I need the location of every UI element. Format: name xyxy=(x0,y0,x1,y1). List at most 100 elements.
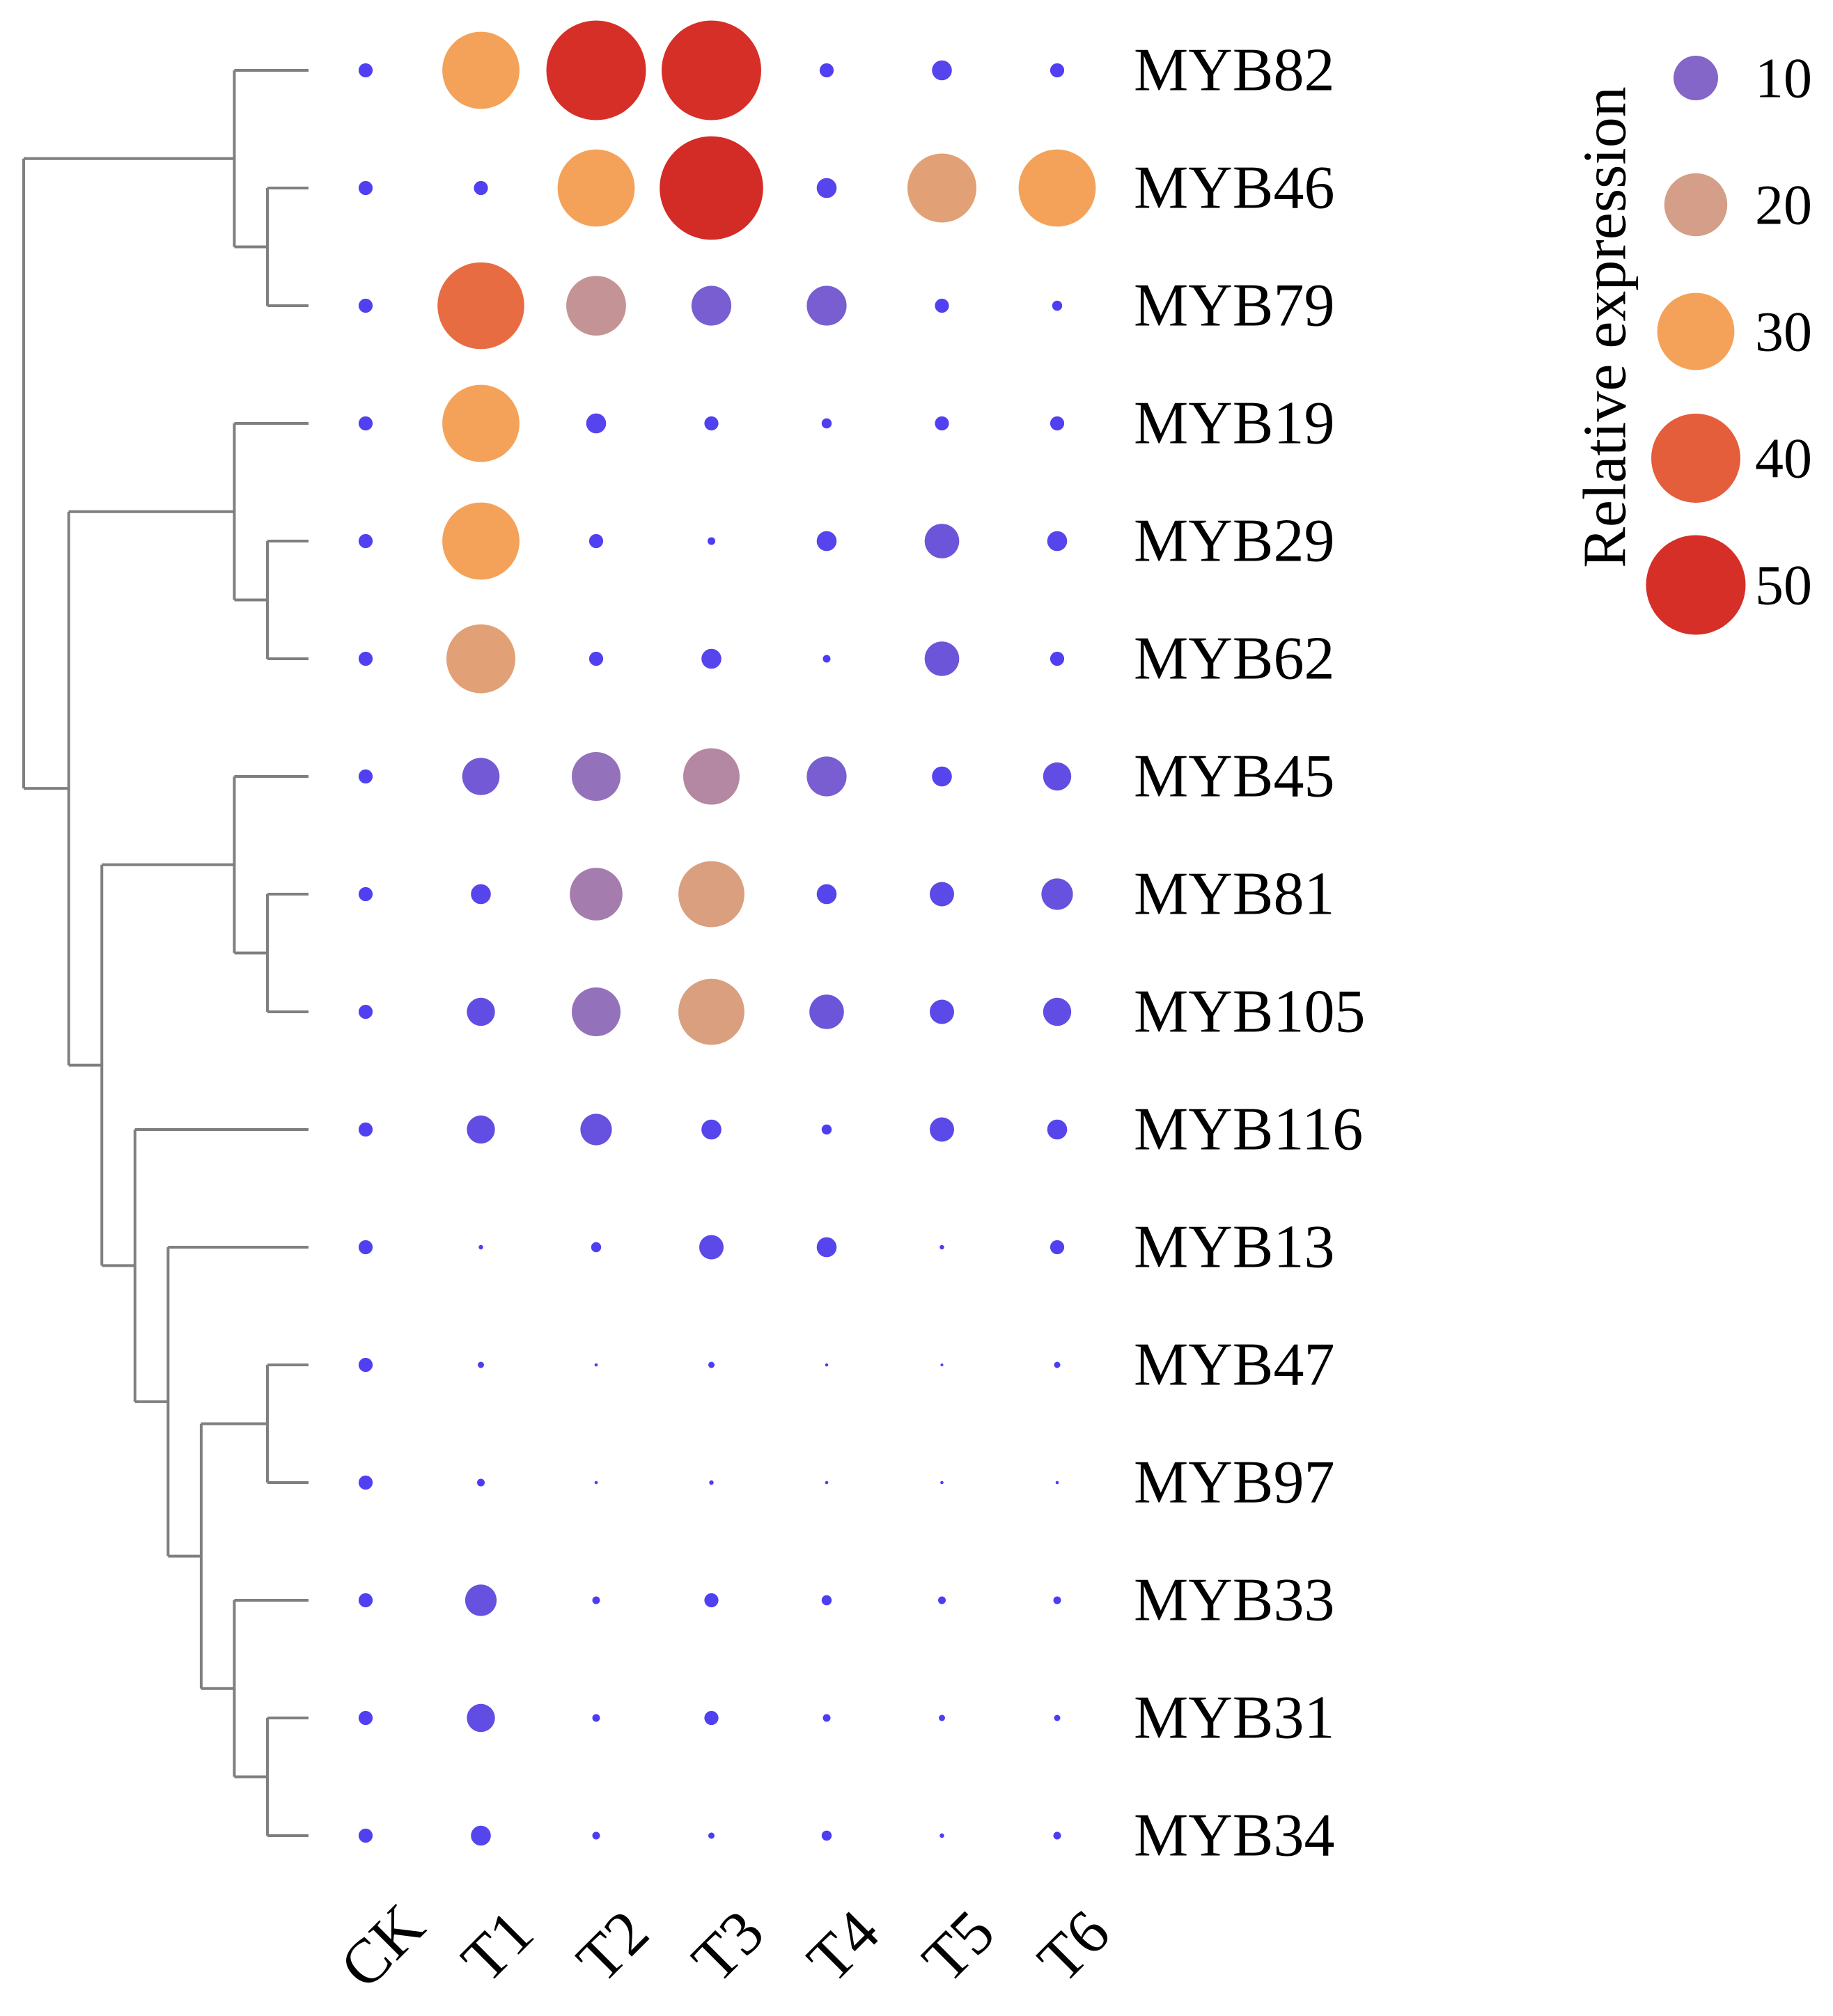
bubble-myb19-t6 xyxy=(1050,416,1065,431)
legend-label: 50 xyxy=(1755,554,1812,617)
bubble-myb62-t5 xyxy=(924,641,960,676)
bubble-myb105-t1 xyxy=(467,997,495,1026)
bubble-myb47-t1 xyxy=(478,1361,484,1368)
legend-title: Relative expression xyxy=(1572,86,1639,568)
bubble-myb97-t2 xyxy=(594,1480,598,1485)
bubble-myb62-t1 xyxy=(446,624,515,694)
bubble-myb45-t2 xyxy=(572,752,621,801)
legend-key xyxy=(1664,173,1728,237)
bubble-myb33-t5 xyxy=(938,1596,946,1604)
bubble-myb47-t6 xyxy=(1054,1361,1061,1368)
bubble-myb62-t2 xyxy=(588,651,604,666)
bubble-myb33-t2 xyxy=(592,1596,600,1604)
bubble-myb79-t6 xyxy=(1052,300,1063,311)
bubble-myb81-t2 xyxy=(570,868,623,921)
bubble-myb47-t5 xyxy=(940,1363,944,1366)
bubble-myb116-t2 xyxy=(580,1114,612,1146)
bubble-myb79-t3 xyxy=(691,286,732,326)
bubble-myb82-t1 xyxy=(442,31,520,109)
bubble-myb105-t6 xyxy=(1043,997,1072,1026)
bubble-myb31-ck xyxy=(358,1710,373,1726)
bubble-myb13-t6 xyxy=(1050,1240,1065,1255)
gene-label: MYB79 xyxy=(1134,272,1335,340)
bubble-myb13-t5 xyxy=(939,1244,944,1250)
gene-label: MYB34 xyxy=(1134,1802,1335,1870)
treatment-label: T5 xyxy=(910,1898,1008,1996)
bubble-myb29-t2 xyxy=(588,533,604,549)
legend-label: 30 xyxy=(1755,300,1812,364)
bubble-myb79-t5 xyxy=(935,298,949,313)
bubble-myb105-ck xyxy=(358,1004,373,1019)
bubble-myb47-ck xyxy=(358,1357,373,1373)
treatment-label: T3 xyxy=(679,1898,777,1996)
bubble-myb47-t4 xyxy=(825,1363,829,1367)
treatment-label: T1 xyxy=(448,1898,547,1996)
bubble-myb29-t3 xyxy=(708,537,715,545)
bubble-myb105-t5 xyxy=(930,999,954,1024)
bubble-myb31-t2 xyxy=(592,1714,600,1722)
bubble-myb46-t2 xyxy=(557,149,635,227)
legend: Relative expression 10 20 30 40 50 xyxy=(1572,47,1812,635)
bubble-myb46-t5 xyxy=(907,153,976,223)
bubble-myb46-t4 xyxy=(816,178,837,198)
treatment-label: T6 xyxy=(1025,1898,1123,1996)
gene-label: MYB19 xyxy=(1134,390,1335,458)
gene-label: MYB47 xyxy=(1134,1331,1335,1399)
bubble-myb33-ck xyxy=(358,1593,373,1608)
gene-label: MYB105 xyxy=(1134,978,1366,1046)
bubble-myb13-t1 xyxy=(478,1244,483,1250)
bubble-myb105-t3 xyxy=(678,978,744,1045)
bubble-myb33-t6 xyxy=(1053,1596,1061,1604)
gene-label: MYB81 xyxy=(1134,861,1335,928)
treatment-label: T2 xyxy=(564,1898,662,1996)
bubble-myb116-ck xyxy=(358,1122,373,1137)
bubble-myb105-t4 xyxy=(809,994,844,1029)
bubble-myb34-ck xyxy=(358,1828,373,1843)
treatment-label: CK xyxy=(327,1891,437,2001)
bubble-myb33-t1 xyxy=(465,1584,497,1616)
bubble-myb45-t4 xyxy=(806,756,847,797)
bubble-myb82-t4 xyxy=(819,63,834,78)
bubble-myb19-t2 xyxy=(586,413,607,434)
bubble-myb62-ck xyxy=(358,651,373,666)
bubble-myb31-t6 xyxy=(1054,1714,1061,1721)
bubble-myb47-t2 xyxy=(594,1363,598,1367)
legend-key xyxy=(1651,414,1740,503)
gene-label: MYB31 xyxy=(1134,1685,1335,1752)
gene-label: MYB45 xyxy=(1134,743,1335,811)
bubble-myb46-t3 xyxy=(660,136,763,240)
bubble-myb116-t6 xyxy=(1047,1119,1068,1140)
bubble-myb82-t2 xyxy=(546,20,646,120)
bubble-myb81-ck xyxy=(358,886,373,902)
legend-key xyxy=(1646,535,1746,635)
bubble-myb19-t5 xyxy=(935,416,949,431)
gene-label: MYB13 xyxy=(1134,1214,1335,1281)
bubble-myb105-t2 xyxy=(572,987,621,1036)
bubble-myb34-t1 xyxy=(471,1825,491,1846)
bubble-myb34-t5 xyxy=(939,1833,944,1838)
bubble-myb29-t4 xyxy=(816,531,837,552)
gene-label: MYB97 xyxy=(1134,1449,1335,1517)
bubble-myb116-t4 xyxy=(821,1124,832,1135)
bubble-myb47-t3 xyxy=(708,1361,715,1368)
bubble-myb19-ck xyxy=(358,416,373,431)
bubble-myb34-t4 xyxy=(821,1830,832,1841)
bubble-myb82-ck xyxy=(358,63,373,78)
bubble-myb31-t1 xyxy=(467,1703,495,1733)
bubble-myb45-t5 xyxy=(932,766,952,787)
bubble-myb45-ck xyxy=(358,769,373,784)
bubble-myb33-t4 xyxy=(821,1595,832,1606)
bubble-myb34-t3 xyxy=(708,1832,715,1839)
bubble-myb97-ck xyxy=(358,1475,373,1490)
bubble-myb13-t3 xyxy=(699,1235,724,1260)
bubble-myb19-t4 xyxy=(821,418,832,429)
bubble-myb31-t4 xyxy=(822,1714,831,1722)
gene-label: MYB82 xyxy=(1134,37,1335,104)
bubble-grid xyxy=(358,20,1096,1846)
bubble-myb82-t6 xyxy=(1050,63,1065,78)
bubble-myb13-ck xyxy=(358,1240,373,1255)
legend-label: 40 xyxy=(1755,427,1812,490)
bubble-myb13-t2 xyxy=(591,1242,602,1253)
bubble-myb79-t1 xyxy=(437,262,524,350)
